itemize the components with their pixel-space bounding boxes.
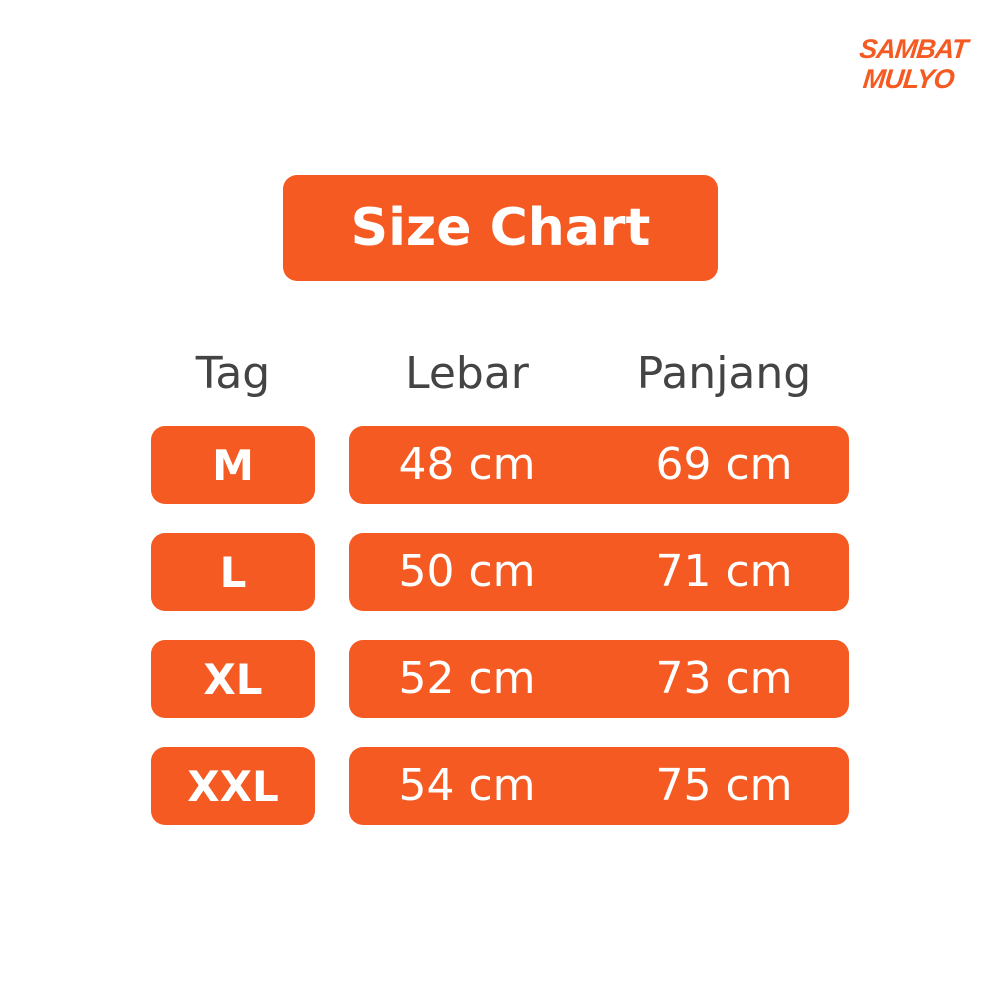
page-title: Size Chart: [283, 175, 718, 281]
header-lebar: Lebar: [405, 348, 529, 399]
size-values: 50 cm 71 cm: [349, 533, 849, 611]
panjang-value: 71 cm: [655, 546, 793, 597]
brand-logo: SAMBAT MULYO: [855, 34, 969, 94]
size-tag: XL: [151, 640, 315, 718]
logo-line-1: SAMBAT: [858, 34, 969, 64]
size-values: 48 cm 69 cm: [349, 426, 849, 504]
header-tag: Tag: [195, 348, 271, 399]
size-tag: XXL: [151, 747, 315, 825]
lebar-value: 52 cm: [398, 653, 536, 704]
panjang-value: 75 cm: [655, 760, 793, 811]
panjang-value: 69 cm: [655, 439, 793, 490]
size-values: 52 cm 73 cm: [349, 640, 849, 718]
header-panjang: Panjang: [636, 348, 812, 399]
lebar-value: 54 cm: [398, 760, 536, 811]
size-tag: M: [151, 426, 315, 504]
size-tag: L: [151, 533, 315, 611]
lebar-value: 50 cm: [398, 546, 536, 597]
lebar-value: 48 cm: [398, 439, 536, 490]
panjang-value: 73 cm: [655, 653, 793, 704]
logo-line-2: MULYO: [861, 64, 956, 94]
size-values: 54 cm 75 cm: [349, 747, 849, 825]
